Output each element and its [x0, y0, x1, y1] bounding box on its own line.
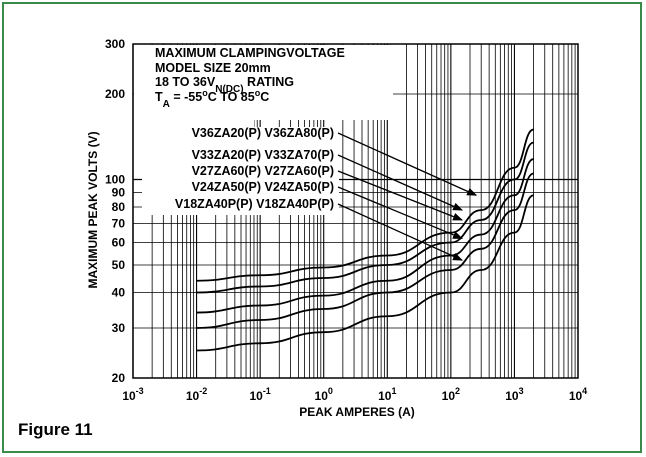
y-tick-label: 20 [112, 371, 126, 385]
series-label: V24ZA50(P) V24ZA50(P) [192, 180, 334, 194]
series-label: V18ZA40P(P) V18ZA40P(P) [175, 197, 334, 211]
x-tick-label: 10-1 [249, 386, 270, 403]
annotation-arrow [337, 186, 463, 240]
series-label: V36ZA20(P) V36ZA80(P) [192, 126, 334, 140]
y-tick-label: 90 [112, 185, 126, 199]
x-tick-label: 101 [378, 386, 396, 403]
series-annotations: V36ZA20(P) V36ZA80(P) V33ZA20(P) V33ZA70(… [142, 126, 478, 261]
y-tick-label: 300 [105, 37, 125, 51]
y-axis-label: MAXIMUM PEAK VOLTS (V) [86, 131, 100, 288]
x-tick-label: 103 [505, 386, 523, 403]
x-tick-label: 104 [569, 386, 587, 403]
y-tick-label: 30 [112, 321, 126, 335]
y-tick-label: 60 [112, 236, 126, 250]
x-tick-labels: 10-3 10-2 10-1 100 101 102 103 104 [122, 386, 587, 403]
plot-area-border [132, 43, 579, 379]
annotation-arrow [337, 132, 478, 196]
y-tick-label: 70 [112, 216, 126, 230]
series-label: V27ZA60(P) V27ZA60(P) [192, 164, 334, 178]
series-line [196, 128, 534, 282]
title-box-background [134, 45, 393, 120]
plot-border [132, 43, 579, 379]
annotation-arrow [337, 154, 463, 211]
x-tick-label: 10-2 [186, 386, 207, 403]
chart-title-line: TA = -55oC TO 85oC [155, 88, 269, 110]
series-line [196, 194, 534, 352]
annotation-background [142, 127, 339, 215]
x-tick-label: 10-3 [122, 386, 143, 403]
annotation-arrow [337, 203, 463, 261]
x-tick-label: 102 [442, 386, 460, 403]
series-line [196, 158, 534, 314]
annotation-arrow [337, 170, 463, 221]
series-label: V33ZA20(P) V33ZA70(P) [192, 148, 334, 162]
chart-title-line: MODEL SIZE 20mm [155, 61, 271, 75]
series-line [196, 172, 534, 329]
y-tick-label: 50 [112, 258, 126, 272]
x-tick-label: 100 [315, 386, 333, 403]
y-tick-label: 200 [105, 87, 125, 101]
series-line [196, 141, 534, 294]
chart-title-line: MAXIMUM CLAMPINGVOLTAGE [155, 46, 345, 60]
x-axis-label: PEAK AMPERES (A) [299, 405, 415, 419]
y-tick-label: 40 [112, 286, 126, 300]
chart-title-line: 18 TO 36VN(DC) RATING [155, 75, 294, 95]
figure-caption: Figure 11 [18, 420, 93, 439]
y-tick-label: 80 [112, 200, 126, 214]
series-lines [196, 128, 534, 352]
y-tick-label: 100 [105, 172, 125, 186]
